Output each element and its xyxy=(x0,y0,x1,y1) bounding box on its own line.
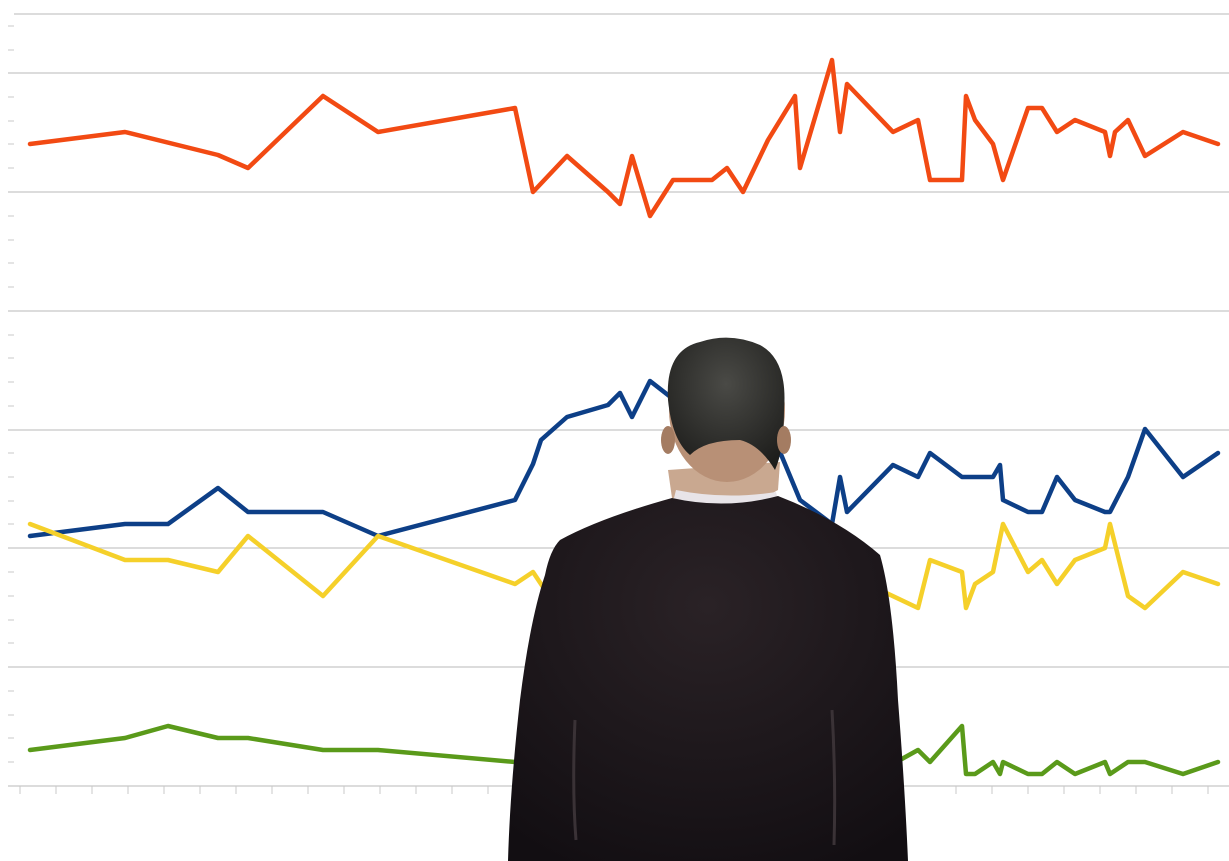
ear xyxy=(661,426,675,454)
ear xyxy=(777,426,791,454)
x-ticks xyxy=(19,786,1209,794)
person xyxy=(508,337,908,861)
arm-fold xyxy=(572,719,578,841)
y-ticks xyxy=(8,25,14,763)
suit xyxy=(508,496,908,861)
blue-line xyxy=(27,378,1221,539)
chart-grid xyxy=(8,13,1229,794)
hair xyxy=(667,337,785,470)
arm-fold xyxy=(830,709,837,846)
yellow-line xyxy=(27,521,1221,611)
red-line xyxy=(27,57,1221,219)
green-line xyxy=(27,723,1221,777)
